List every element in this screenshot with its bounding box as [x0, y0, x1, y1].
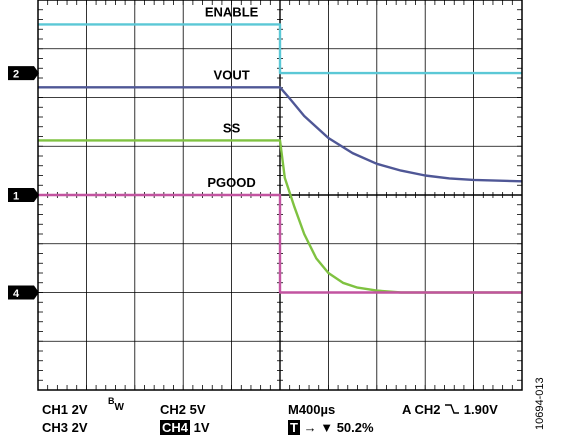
bw-letter: B: [108, 396, 115, 406]
ch4-scale-value: 1V: [193, 420, 210, 435]
marker-number: 4: [13, 288, 20, 300]
trace-enable: [38, 23, 522, 75]
ch1-scale: CH1 2V: [42, 402, 88, 417]
trigger-position: T → ▼ 50.2%: [288, 420, 374, 435]
trace-label-enable: ENABLE: [205, 4, 259, 19]
channel-2-marker: 2: [8, 66, 39, 81]
timebase-readout: M400µs: [288, 402, 336, 417]
figure-id: 10694-013: [534, 377, 546, 430]
trace-label-pgood: PGOOD: [207, 175, 255, 190]
trace-label-group: ENABLE VOUT SS PGOOD: [205, 4, 259, 190]
trigger-tag: T: [288, 420, 300, 435]
marker-arrow: [8, 285, 39, 300]
ch2-scale: CH2 5V: [160, 402, 206, 417]
channel-1-marker: 1: [8, 188, 39, 203]
ch4-scale: CH4 1V: [160, 420, 210, 435]
trace-label-ss: SS: [223, 120, 241, 135]
trace-label-vout: VOUT: [214, 67, 250, 82]
trigger-position-value: 50.2%: [336, 420, 374, 435]
trigger-channel: A CH2: [402, 402, 441, 417]
channel-marker-group: 2 1 4: [8, 66, 39, 300]
trace-vout: [38, 86, 523, 183]
trigger-level: 1.90V: [463, 402, 498, 417]
right-arrow-icon: →: [303, 420, 317, 435]
marker-number: 1: [13, 191, 19, 203]
bw-subscript: W: [114, 402, 124, 413]
falling-edge-icon: [445, 404, 460, 414]
bandwidth-limit-indicator: BW: [108, 396, 124, 413]
marker-arrow: [8, 188, 39, 202]
trigger-source: A CH2 1.90V: [402, 402, 498, 417]
plot-frame: [37, 0, 523, 391]
channel-4-marker: 4: [8, 285, 39, 300]
ch3-scale: CH3 2V: [42, 420, 88, 435]
trace-group: [38, 23, 523, 294]
marker-arrow: [8, 66, 39, 81]
ch4-tag: CH4: [160, 420, 191, 435]
trace-pgood: [38, 193, 522, 294]
marker-number: 2: [13, 69, 19, 81]
trigger-arrow-icon: ▼: [320, 420, 334, 435]
trace-ss: [38, 139, 522, 294]
